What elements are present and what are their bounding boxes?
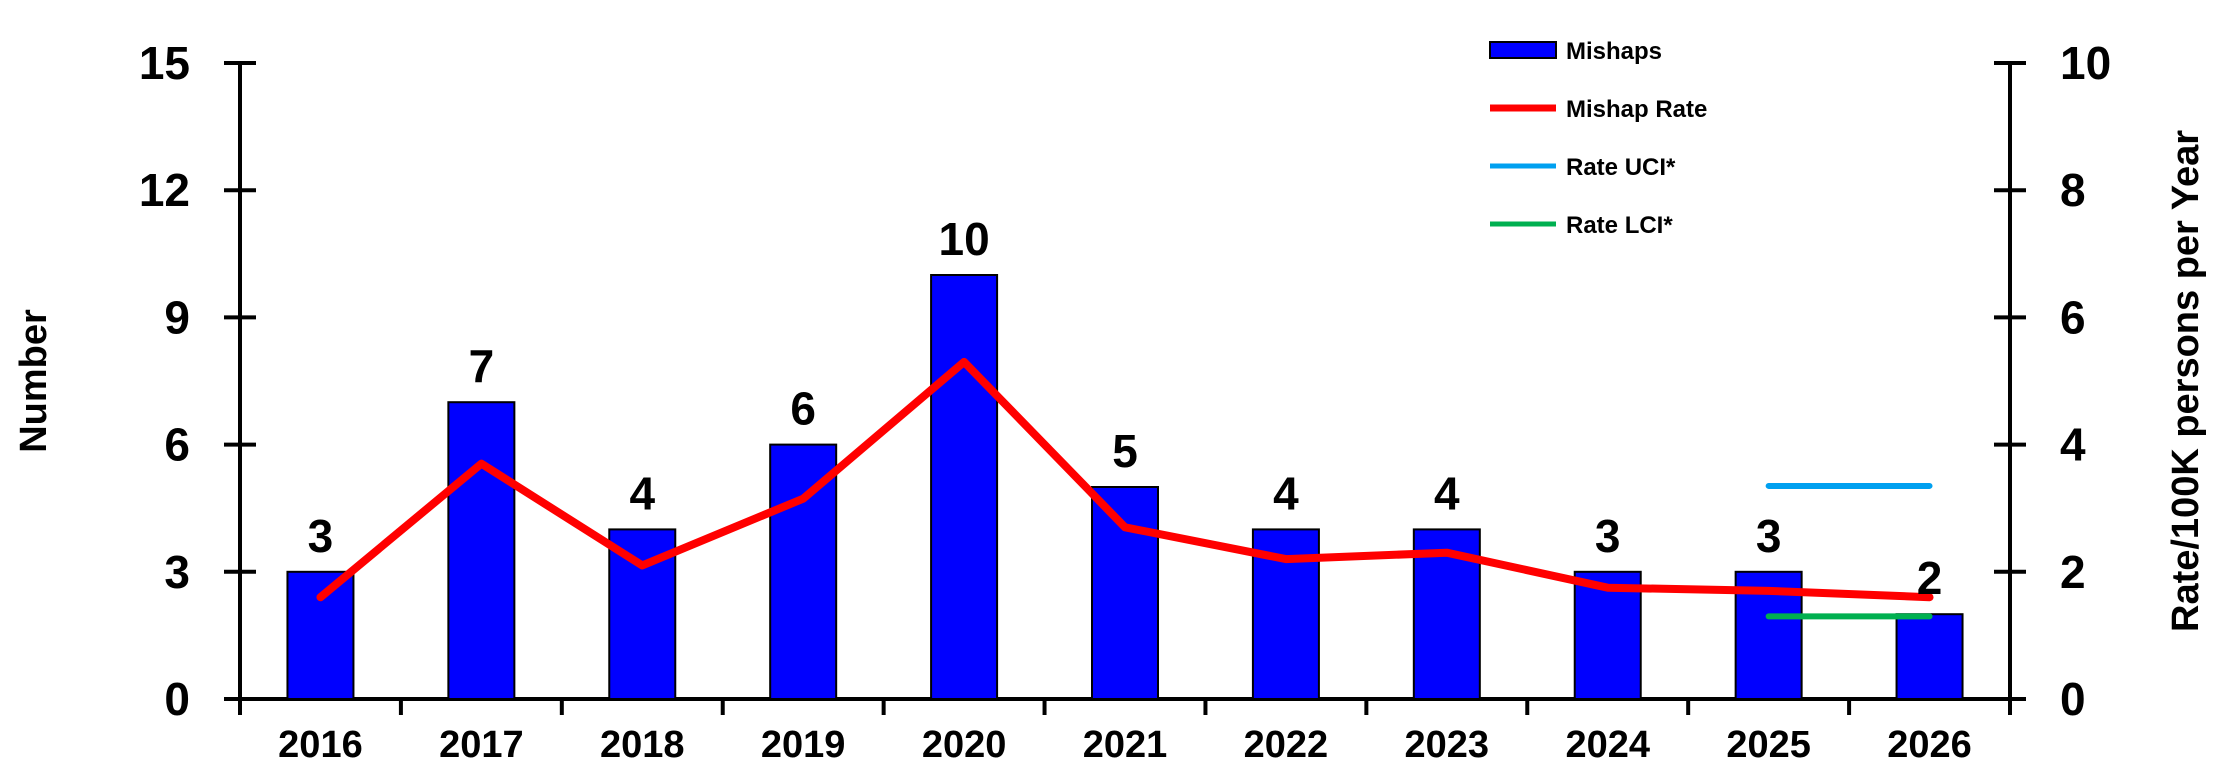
x-tick-label: 2025 bbox=[1726, 724, 1811, 760]
x-tick-label: 2019 bbox=[761, 724, 846, 760]
data-label-2021: 5 bbox=[1112, 425, 1138, 477]
legend-label: Rate UCI* bbox=[1566, 154, 1676, 181]
x-tick-label: 2020 bbox=[922, 724, 1007, 760]
bars-layer bbox=[286, 274, 1964, 701]
right-y-tick-label: 8 bbox=[2060, 164, 2086, 216]
data-label-2022: 4 bbox=[1273, 467, 1299, 519]
data-label-2026: 2 bbox=[1917, 552, 1943, 604]
x-tick-label: 2024 bbox=[1565, 724, 1650, 760]
x-tick-label: 2022 bbox=[1244, 724, 1329, 760]
left-y-tick-label: 12 bbox=[139, 164, 190, 216]
data-label-2017: 7 bbox=[469, 340, 495, 392]
legend: Mishaps Mishap Rate Rate UCI* Rate LCI* bbox=[1489, 38, 1707, 239]
x-tick-label: 2026 bbox=[1887, 724, 1972, 760]
data-label-2024: 3 bbox=[1595, 510, 1621, 562]
right-y-tick-label: 0 bbox=[2060, 673, 2086, 725]
left-y-tick-label: 15 bbox=[139, 37, 190, 89]
x-tick-label: 2017 bbox=[439, 724, 524, 760]
left-y-tick-label: 9 bbox=[164, 291, 190, 343]
series-line-mishap-rate bbox=[316, 357, 1934, 602]
data-label-2020: 10 bbox=[939, 213, 990, 265]
axes-layer: 0 3 6 9 12 15 0 2 4 6 8 10 2016 2017 2018 2019 2020 2021 2… bbox=[13, 37, 2207, 765]
legend-label: Mishap Rate bbox=[1566, 96, 1707, 123]
data-label-2025: 3 bbox=[1756, 510, 1782, 562]
right-y-axis-title: Rate/100K persons per Year bbox=[2165, 130, 2207, 632]
legend-swatch-mishaps bbox=[1489, 41, 1557, 59]
legend-label: Rate LCI* bbox=[1566, 212, 1673, 239]
right-y-tick-label: 10 bbox=[2060, 37, 2111, 89]
x-tick-label: 2018 bbox=[600, 724, 685, 760]
bar-2021 bbox=[1091, 486, 1159, 700]
x-tick-label: 2016 bbox=[278, 724, 363, 760]
data-label-2019: 6 bbox=[790, 383, 816, 435]
x-tick-label: 2023 bbox=[1405, 724, 1490, 760]
left-y-axis-title: Number bbox=[13, 309, 55, 453]
bar-2017 bbox=[447, 401, 516, 700]
right-y-tick-label: 2 bbox=[2060, 546, 2086, 598]
left-y-tick-label: 6 bbox=[164, 419, 190, 471]
lines-layer bbox=[316, 357, 1934, 620]
bar-2020 bbox=[930, 274, 999, 700]
data-labels-layer: 3 7 4 6 10 5 4 4 3 3 2 bbox=[308, 213, 1943, 604]
bar-2024 bbox=[1573, 570, 1642, 700]
left-y-tick-label: 0 bbox=[164, 673, 190, 725]
right-y-tick-label: 6 bbox=[2060, 291, 2086, 343]
x-tick-label: 2021 bbox=[1083, 724, 1168, 760]
legend-label: Mishaps bbox=[1566, 38, 1662, 65]
bar-2016 bbox=[286, 570, 355, 700]
data-label-2018: 4 bbox=[629, 467, 655, 519]
bar-2026 bbox=[1895, 613, 1964, 701]
data-label-2023: 4 bbox=[1434, 467, 1460, 519]
data-label-2016: 3 bbox=[308, 510, 334, 562]
bar-2019 bbox=[769, 443, 838, 700]
right-y-tick-label: 4 bbox=[2060, 419, 2086, 471]
left-y-tick-label: 3 bbox=[164, 546, 190, 598]
